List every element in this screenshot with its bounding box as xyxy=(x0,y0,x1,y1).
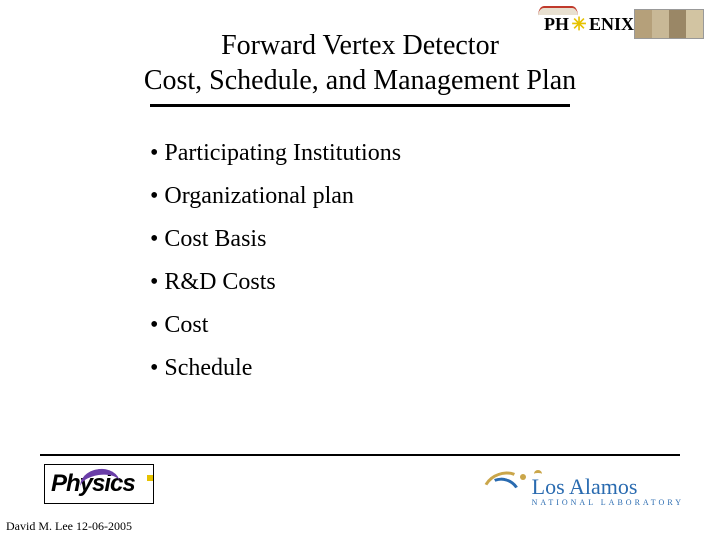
list-item: Cost Basis xyxy=(150,226,401,253)
bullet-list: Participating Institutions Organizationa… xyxy=(150,140,401,398)
footer-rule xyxy=(40,454,680,456)
physics-logo: Physics xyxy=(44,464,154,504)
list-item: Organizational plan xyxy=(150,183,401,210)
los-alamos-logo: Los Alamos NATIONAL LABORATORY xyxy=(482,472,684,508)
physics-dash-icon xyxy=(147,475,154,481)
lanl-subtitle: NATIONAL LABORATORY xyxy=(532,498,684,507)
list-item: Schedule xyxy=(150,355,401,382)
lanl-text-block: Los Alamos NATIONAL LABORATORY xyxy=(532,474,684,507)
slide-credit: David M. Lee 12-06-2005 xyxy=(6,519,132,534)
title-underline xyxy=(150,104,570,107)
title-line-2: Cost, Schedule, and Management Plan xyxy=(0,63,720,98)
title-line-1: Forward Vertex Detector xyxy=(0,28,720,63)
lanl-wordmark: Los Alamos xyxy=(532,474,684,500)
list-item: Cost xyxy=(150,312,401,339)
slide-title: Forward Vertex Detector Cost, Schedule, … xyxy=(0,28,720,107)
lanl-swirl-icon xyxy=(482,472,526,508)
list-item: R&D Costs xyxy=(150,269,401,296)
list-item: Participating Institutions xyxy=(150,140,401,167)
